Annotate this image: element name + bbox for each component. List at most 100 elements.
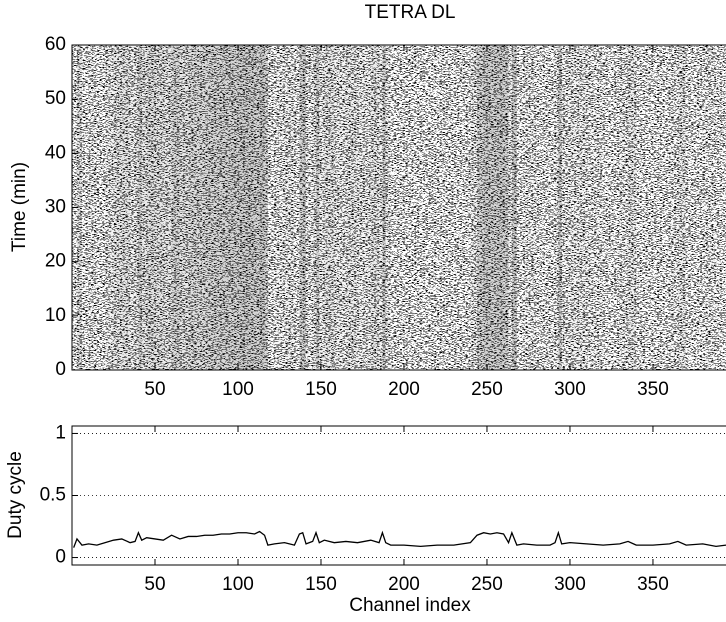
y-tick-label: 1	[55, 422, 66, 443]
raster-density	[105, 45, 113, 370]
raster-density	[284, 45, 294, 370]
raster-density	[221, 45, 230, 370]
raster-density	[653, 45, 670, 370]
raster-density	[294, 45, 299, 370]
raster-density	[163, 45, 172, 370]
raster-density	[686, 45, 703, 370]
raster-density	[76, 45, 82, 370]
x-tick-label: 200	[388, 574, 420, 595]
raster-density	[306, 45, 313, 370]
raster-density	[130, 45, 135, 370]
raster-density	[179, 45, 189, 370]
raster-density	[537, 45, 550, 370]
raster-density	[603, 45, 620, 370]
raster-density	[259, 45, 265, 370]
raster-density	[334, 45, 346, 370]
raster-density	[345, 45, 358, 370]
y-tick-label: 0	[55, 547, 66, 568]
raster-density	[477, 45, 484, 370]
raster-density	[523, 45, 536, 370]
raster-density	[135, 45, 139, 370]
x-axis-label: Channel index	[349, 595, 471, 616]
raster-texture	[72, 45, 726, 370]
raster-density	[312, 45, 317, 370]
raster-density	[437, 45, 454, 370]
raster-density	[483, 45, 491, 370]
y-tick-label: 0.5	[40, 485, 66, 506]
raster-density	[454, 45, 471, 370]
raster-density	[213, 45, 222, 370]
raster-density	[204, 45, 214, 370]
raster-density	[113, 45, 122, 370]
x-tick-label: 100	[222, 379, 254, 400]
raster-density	[677, 45, 687, 370]
raster-density	[188, 45, 197, 370]
x-tick-label: 300	[554, 379, 586, 400]
raster-density	[670, 45, 678, 370]
raster-density	[404, 45, 421, 370]
raster	[72, 45, 726, 370]
y-axis-label: Time (min)	[9, 162, 30, 252]
y-tick-label: 30	[45, 197, 66, 218]
raster-density	[370, 45, 380, 370]
raster-density	[511, 45, 517, 370]
y-tick-label: 20	[45, 251, 66, 272]
x-tick-label: 50	[144, 574, 165, 595]
y-tick-label: 50	[45, 88, 66, 109]
raster-density	[275, 45, 285, 370]
raster-density	[324, 45, 335, 370]
y-tick-label: 40	[45, 142, 66, 163]
raster-density	[555, 45, 558, 370]
raster-density	[316, 45, 320, 370]
raster-density	[229, 45, 238, 370]
raster-density	[558, 45, 562, 370]
raster-density	[587, 45, 604, 370]
raster-density	[382, 45, 386, 370]
raster-density	[421, 45, 438, 370]
plot-frame	[71, 44, 726, 371]
raster-density	[74, 45, 77, 370]
raster-density	[636, 45, 653, 370]
raster-density	[716, 45, 726, 370]
raster-density	[138, 45, 142, 370]
raster-density	[196, 45, 205, 370]
x-tick-label: 300	[554, 574, 586, 595]
raster-density	[358, 45, 371, 370]
raster-density	[97, 45, 105, 370]
y-tick-label: 60	[45, 34, 66, 55]
x-tick-label: 200	[388, 379, 420, 400]
raster-density	[470, 45, 477, 370]
raster-density	[379, 45, 382, 370]
chart-title: TETRA DL	[365, 2, 456, 23]
x-tick-label: 50	[144, 379, 165, 400]
raster-density	[299, 45, 303, 370]
x-tick-label: 150	[305, 379, 337, 400]
x-tick-label: 250	[471, 574, 503, 595]
raster-density	[496, 45, 504, 370]
raster-density	[264, 45, 268, 370]
raster-density	[386, 45, 391, 370]
raster-density	[550, 45, 555, 370]
y-tick-label: 10	[45, 305, 66, 326]
raster-density	[302, 45, 307, 370]
raster-density	[141, 45, 147, 370]
x-tick-label: 100	[222, 574, 254, 595]
raster-density	[121, 45, 131, 370]
x-tick-label: 150	[305, 574, 337, 595]
raster-density	[171, 45, 180, 370]
raster-density	[237, 45, 247, 370]
raster-density	[509, 45, 512, 370]
raster-density	[503, 45, 509, 370]
raster-density	[82, 45, 89, 370]
raster-density	[703, 45, 716, 370]
x-tick-label: 350	[637, 574, 669, 595]
x-tick-label: 350	[637, 379, 669, 400]
raster-density	[391, 45, 404, 370]
raster-density	[562, 45, 570, 370]
raster-density	[570, 45, 587, 370]
raster-density	[146, 45, 155, 370]
raster-density	[254, 45, 260, 370]
raster-density	[154, 45, 164, 370]
y-axis-label: Duty cycle	[5, 451, 26, 539]
